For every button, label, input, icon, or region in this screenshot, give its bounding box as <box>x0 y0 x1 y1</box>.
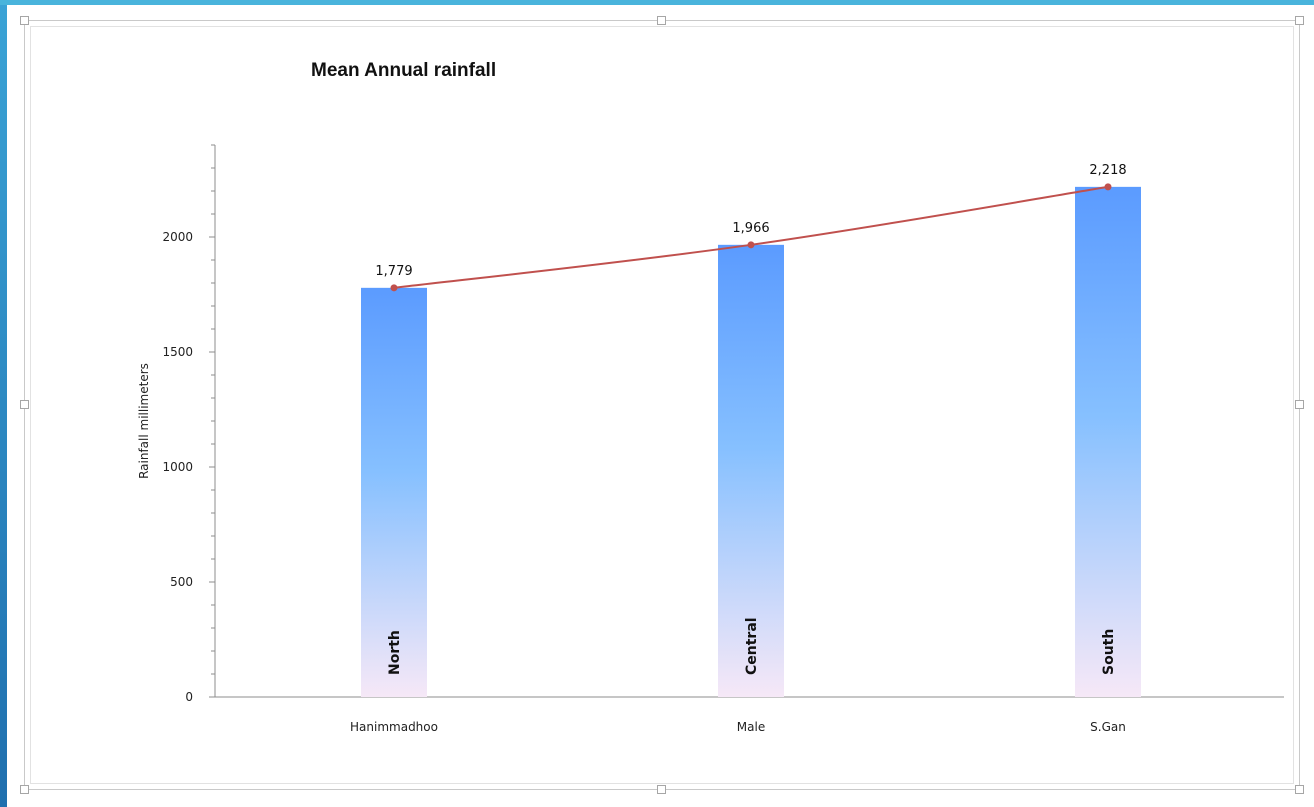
resize-handle-left[interactable] <box>20 400 29 409</box>
x-tick-label: S.Gan <box>1090 720 1126 734</box>
bar-s-gan[interactable] <box>1075 186 1141 698</box>
y-tick-label: 1500 <box>162 345 193 359</box>
y-tick-label: 500 <box>170 575 193 589</box>
region-label: Central <box>744 617 760 675</box>
region-label: South <box>1101 629 1117 675</box>
bar-male[interactable] <box>718 244 784 697</box>
resize-handle-bottom-right[interactable] <box>1295 785 1304 794</box>
slide-accent-top <box>0 0 1314 5</box>
y-tick-label: 2000 <box>162 230 193 244</box>
chart-title: Mean Annual rainfall <box>311 60 496 81</box>
chart-frame-inner <box>30 26 1294 784</box>
trend-point[interactable] <box>747 241 755 249</box>
resize-handle-top-right[interactable] <box>1295 16 1304 25</box>
data-label: 1,966 <box>732 221 769 236</box>
y-tick-label: 0 <box>185 690 193 704</box>
resize-handle-top-left[interactable] <box>20 16 29 25</box>
resize-handle-bottom[interactable] <box>657 785 666 794</box>
resize-handle-bottom-left[interactable] <box>20 785 29 794</box>
resize-handle-right[interactable] <box>1295 400 1304 409</box>
region-label: North <box>387 630 403 675</box>
slide-accent-left <box>0 0 7 807</box>
y-axis-label: Rainfall millimeters <box>137 363 151 479</box>
resize-handle-top[interactable] <box>657 16 666 25</box>
data-label: 2,218 <box>1089 163 1126 178</box>
trend-point[interactable] <box>1104 183 1112 191</box>
x-tick-label: Male <box>737 720 765 734</box>
trend-point[interactable] <box>390 284 398 292</box>
bar-hanimmadhoo[interactable] <box>361 287 427 697</box>
data-label: 1,779 <box>375 264 412 279</box>
y-tick-label: 1000 <box>162 460 193 474</box>
x-tick-label: Hanimmadhoo <box>350 720 438 734</box>
